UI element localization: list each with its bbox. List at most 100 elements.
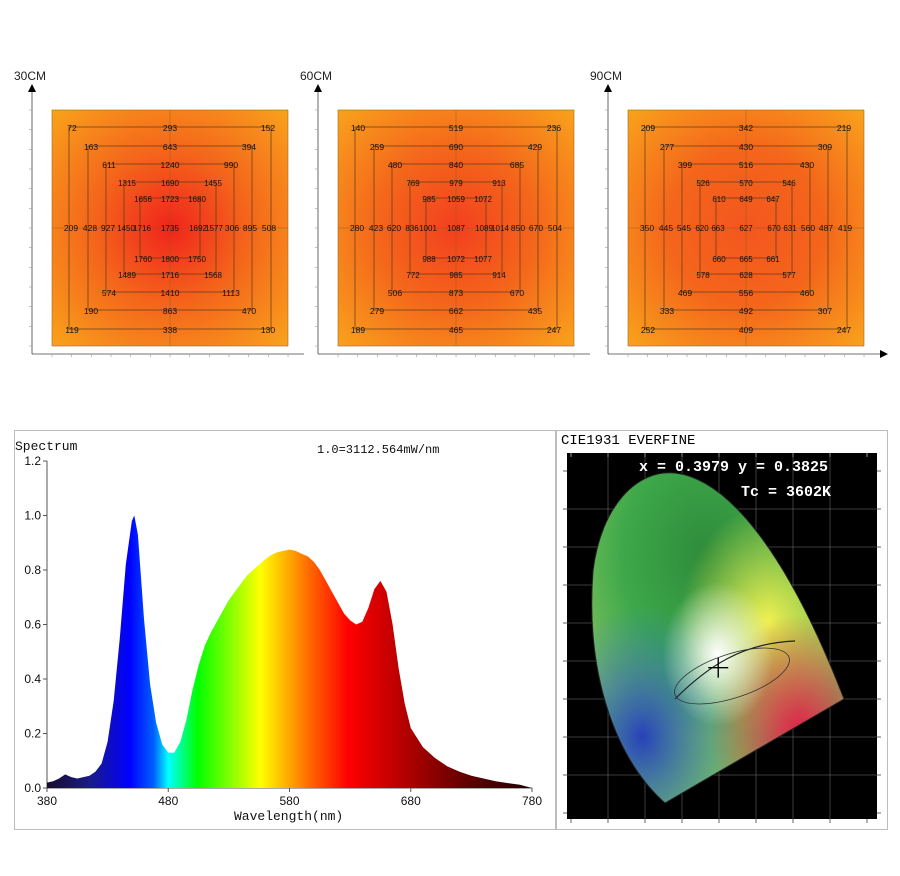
value-right: 670 bbox=[529, 223, 543, 233]
value-top-left: 1315 bbox=[118, 179, 136, 188]
heatmap-90cm: 90CM 209 219 247 252 342 409 350 419 277 309 307 333… bbox=[590, 69, 888, 358]
value-bottom-left: 988 bbox=[422, 255, 436, 264]
value-top-right: 1680 bbox=[188, 195, 206, 204]
x-tick-label: 380 bbox=[37, 794, 57, 808]
value-top-right: 309 bbox=[818, 142, 832, 152]
value-right: 306 bbox=[225, 223, 239, 233]
spectrum-area bbox=[47, 515, 532, 788]
value-center: 1735 bbox=[161, 224, 179, 233]
value-top-right: 1455 bbox=[204, 179, 222, 188]
y-axis-arrow bbox=[604, 84, 612, 92]
value-right: 560 bbox=[801, 223, 815, 233]
value-top: 1059 bbox=[447, 195, 465, 204]
value-bottom-right: 247 bbox=[837, 325, 851, 335]
value-bottom-left: 574 bbox=[102, 288, 116, 298]
heatmap-30cm: 30CM 72 152 130 119 293 338 209 508 163 394 470 190 6… bbox=[14, 69, 304, 357]
value-top-left: 259 bbox=[370, 142, 384, 152]
value-bottom-right: 1113 bbox=[222, 288, 240, 298]
value-top: 342 bbox=[739, 123, 753, 133]
value-right: 631 bbox=[783, 224, 797, 233]
value-top: 1240 bbox=[161, 160, 180, 170]
value-bottom-right: 1077 bbox=[474, 255, 492, 264]
value-left: 663 bbox=[711, 224, 725, 233]
ring-3 bbox=[681, 163, 811, 293]
heatmap-60cm: 60CM 140 236 247 189 519 465 280 504 259 429 435 279… bbox=[300, 69, 590, 357]
value-top-right: 394 bbox=[242, 142, 256, 152]
x-tick-label: 780 bbox=[522, 794, 542, 808]
value-bottom-right: 1568 bbox=[204, 271, 222, 280]
value-top: 643 bbox=[163, 142, 177, 152]
cie-panel: CIE1931 EVERFINE x = 0.3979 y = 0.3825 T… bbox=[556, 430, 888, 830]
cie-title: CIE1931 EVERFINE bbox=[559, 433, 698, 449]
value-right: 487 bbox=[819, 223, 833, 233]
ring-5 bbox=[139, 197, 201, 259]
spectrum-x-axis-label: Wavelength(nm) bbox=[234, 809, 344, 824]
value-left: 1450 bbox=[117, 224, 135, 233]
ring-5 bbox=[425, 197, 487, 259]
x-tick-label: 580 bbox=[279, 794, 299, 808]
value-top-right: 430 bbox=[800, 160, 814, 170]
value-left: 1001 bbox=[419, 224, 437, 233]
value-top-right: 219 bbox=[837, 123, 851, 133]
value-bottom: 556 bbox=[739, 288, 753, 298]
value-left: 423 bbox=[369, 223, 383, 233]
value-top: 430 bbox=[739, 142, 753, 152]
value-top: 519 bbox=[449, 123, 463, 133]
x-tick-label: 480 bbox=[158, 794, 178, 808]
value-bottom-left: 333 bbox=[660, 306, 674, 316]
value-top: 690 bbox=[449, 142, 463, 152]
value-bottom-right: 670 bbox=[510, 288, 524, 298]
cie-diagram bbox=[563, 453, 881, 823]
cie-ellipse bbox=[674, 647, 790, 705]
value-bottom-left: 190 bbox=[84, 306, 98, 316]
ring-2 bbox=[663, 145, 829, 311]
value-bottom-right: 130 bbox=[261, 325, 275, 335]
cie-cct-readout: Tc = 3602K bbox=[741, 484, 832, 501]
value-top: 293 bbox=[163, 123, 177, 133]
value-top: 570 bbox=[739, 179, 753, 188]
value-top-right: 429 bbox=[528, 142, 542, 152]
value-top-left: 985 bbox=[422, 195, 436, 204]
value-right: 850 bbox=[511, 223, 525, 233]
value-right: 1692 bbox=[189, 224, 207, 233]
value-top: 979 bbox=[449, 179, 463, 188]
heatmap-title: 60CM bbox=[300, 69, 332, 83]
value-right: 1014 bbox=[491, 224, 509, 233]
value-bottom: 873 bbox=[449, 288, 463, 298]
planckian-locus bbox=[674, 640, 796, 700]
y-axis-arrow bbox=[314, 84, 322, 92]
value-left: 209 bbox=[64, 223, 78, 233]
value-bottom: 665 bbox=[739, 255, 753, 264]
ring-3 bbox=[391, 163, 521, 293]
value-bottom: 662 bbox=[449, 306, 463, 316]
value-bottom-right: 247 bbox=[547, 325, 561, 335]
y-tick-label: 0.6 bbox=[24, 618, 41, 632]
value-right: 504 bbox=[548, 223, 562, 233]
value-top-left: 769 bbox=[406, 179, 420, 188]
value-bottom-left: 660 bbox=[712, 255, 726, 264]
value-bottom: 465 bbox=[449, 325, 463, 335]
ring-1 bbox=[354, 126, 558, 330]
value-bottom-right: 470 bbox=[242, 306, 256, 316]
value-bottom: 1072 bbox=[447, 255, 465, 264]
value-bottom-right: 1750 bbox=[188, 255, 206, 264]
ring-1 bbox=[644, 126, 848, 330]
value-bottom: 985 bbox=[449, 271, 463, 280]
value-top-left: 163 bbox=[84, 142, 98, 152]
value-right: 670 bbox=[767, 224, 781, 233]
heatmap-title: 90CM bbox=[590, 69, 622, 83]
cie-white-region bbox=[591, 472, 844, 803]
value-bottom: 628 bbox=[739, 271, 753, 280]
value-top-right: 685 bbox=[510, 160, 524, 170]
value-left: 445 bbox=[659, 223, 673, 233]
x-axis-arrow bbox=[880, 350, 888, 358]
value-bottom-left: 1489 bbox=[118, 271, 136, 280]
ring-4 bbox=[699, 181, 793, 275]
value-top: 516 bbox=[739, 160, 753, 170]
value-bottom: 1716 bbox=[161, 271, 179, 280]
value-right: 508 bbox=[262, 223, 276, 233]
value-bottom-left: 772 bbox=[406, 271, 420, 280]
y-tick-label: 0.2 bbox=[24, 727, 41, 741]
ring-3 bbox=[105, 163, 235, 293]
value-top-left: 611 bbox=[102, 160, 116, 170]
